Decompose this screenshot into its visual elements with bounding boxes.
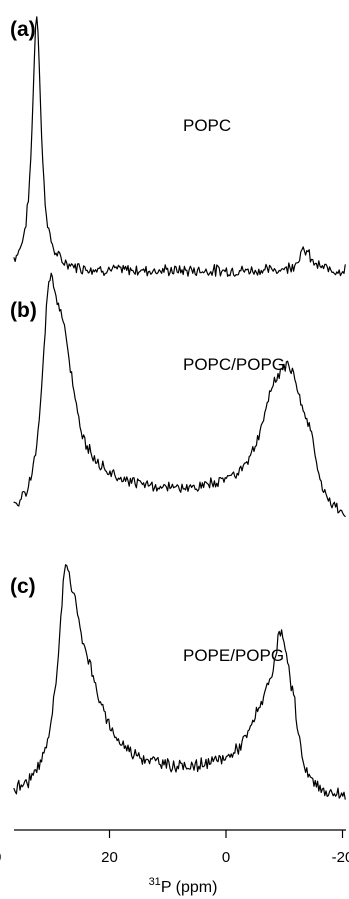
panel-b: (b) POPC/POPG <box>10 272 346 517</box>
x-tick-label: 20 <box>101 849 118 866</box>
x-axis: 40 20 0 -20 31P (ppm) <box>0 829 349 896</box>
sample-label-pope-popg: POPE/POPG <box>183 646 284 665</box>
x-axis-title-main: P (ppm) <box>161 879 218 896</box>
spectrum-line-popc <box>13 16 346 277</box>
panel-label-b: (b) <box>10 299 37 322</box>
x-axis-title-superscript: 31 <box>149 876 161 888</box>
panel-a: (a) POPC <box>10 16 346 277</box>
sample-label-popc-popg: POPC/POPG <box>183 355 285 374</box>
sample-label-popc: POPC <box>183 116 231 135</box>
panel-c: (c) POPE/POPG <box>10 564 346 800</box>
x-axis-title: 31P (ppm) <box>149 876 218 896</box>
spectrum-line-popc-popg <box>13 272 346 517</box>
panel-label-a: (a) <box>10 18 36 41</box>
panel-label-c: (c) <box>10 575 36 598</box>
x-tick-label: 0 <box>222 849 230 866</box>
spectrum-line-pope-popg <box>13 564 346 800</box>
x-tick-label: 40 <box>0 849 1 866</box>
x-tick-label: -20 <box>332 849 349 866</box>
x-axis-ticks: 40 20 0 -20 <box>0 830 349 866</box>
